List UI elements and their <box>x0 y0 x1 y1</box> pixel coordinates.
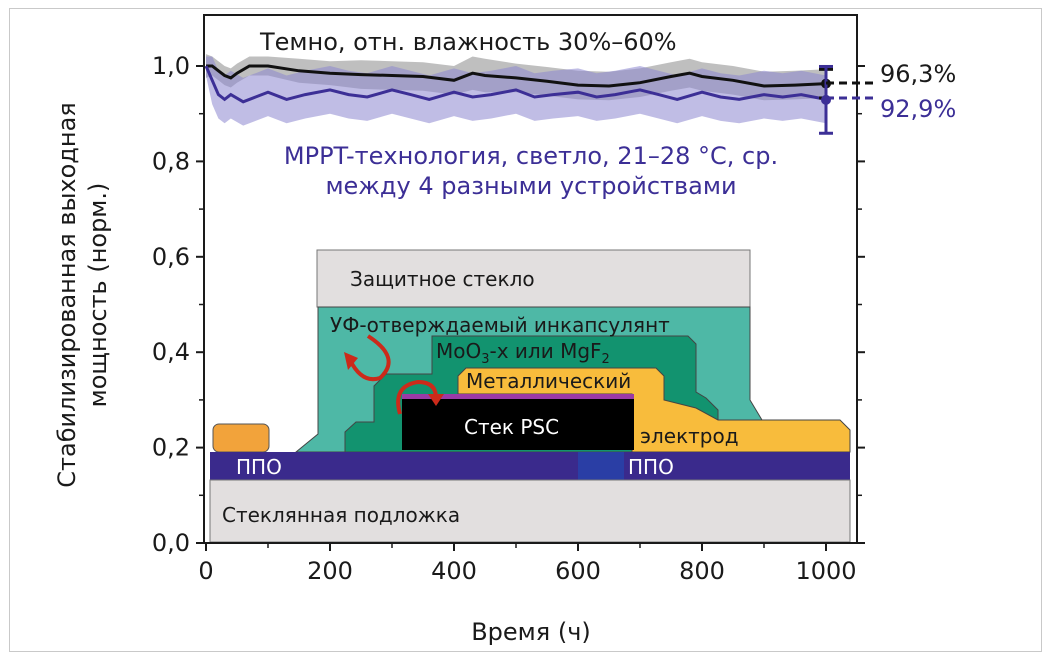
protective-glass-label: Защитное стекло <box>350 267 535 291</box>
series-1-final-point <box>821 94 831 105</box>
moisture-arrow-right-head <box>428 394 444 406</box>
glass-substrate-layer <box>209 479 851 543</box>
tco-left-label: ППО <box>236 455 282 479</box>
psc-top-strip <box>402 394 634 399</box>
series-lines <box>204 64 827 104</box>
dark-condition-label: Темно, отн. влажность 30%–60% <box>259 28 677 56</box>
moisture-arrow-right <box>396 379 438 415</box>
plot-area-border <box>203 14 858 544</box>
series-0-line <box>206 64 827 88</box>
y-tick-label: 0,0 <box>152 529 190 557</box>
psc-stack-layer <box>402 398 634 450</box>
left-contact-pad <box>212 423 270 453</box>
glass-substrate-label: Стеклянная подложка <box>222 503 460 527</box>
barrier-label: MoO3-x или MgF2 <box>436 339 610 367</box>
light-final-value: 92,9% <box>880 95 956 123</box>
tco-layer <box>210 452 850 480</box>
figure-frame <box>9 8 1042 652</box>
y-axis: 0,0 0,2 0,4 0,6 0,8 1,0 <box>152 52 865 557</box>
light-condition-label-1: MPPT-технология, светло, 21–28 °C, ср. <box>284 142 778 170</box>
metal-electrode-label-1: Металлический <box>466 369 631 393</box>
tco-gap <box>578 452 624 480</box>
y-axis-label-line-2: мощность (норм.) <box>84 183 112 408</box>
moisture-arrow-left-head <box>344 352 358 370</box>
x-tick-label: 600 <box>555 557 601 585</box>
y-tick-label: 0,6 <box>152 243 190 271</box>
moisture-arrow-left <box>348 334 391 382</box>
x-tick-label: 800 <box>679 557 725 585</box>
series-1-line <box>204 65 827 104</box>
y-tick-label: 0,8 <box>152 147 190 175</box>
y-tick-label: 1,0 <box>152 52 190 80</box>
x-tick-label: 200 <box>307 557 353 585</box>
x-tick-label: 1000 <box>795 557 856 585</box>
dark-final-value: 96,3% <box>880 60 956 88</box>
encapsulant-label: УФ-отверждаемый инкапсулянт <box>330 313 670 337</box>
y-axis-label-line-1: Стабилизированная выходная <box>53 102 81 487</box>
tco-right-label: ППО <box>628 455 674 479</box>
y-tick-label: 0,2 <box>152 434 190 462</box>
metal-electrode-label-2: электрод <box>640 424 739 448</box>
light-condition-label-2: между 4 разными устройствами <box>325 172 736 200</box>
x-axis: 0 200 400 600 800 1000 <box>198 543 857 585</box>
protective-glass-layer <box>316 249 751 308</box>
psc-stack-label: Стек PSC <box>464 415 559 439</box>
y-tick-label: 0,4 <box>152 338 190 366</box>
device-schematic: Защитное стекло УФ-отверждаемый инкапсул… <box>209 249 851 543</box>
x-tick-label: 400 <box>431 557 477 585</box>
x-tick-label: 0 <box>198 557 213 585</box>
x-axis-label: Время (ч) <box>471 618 591 646</box>
